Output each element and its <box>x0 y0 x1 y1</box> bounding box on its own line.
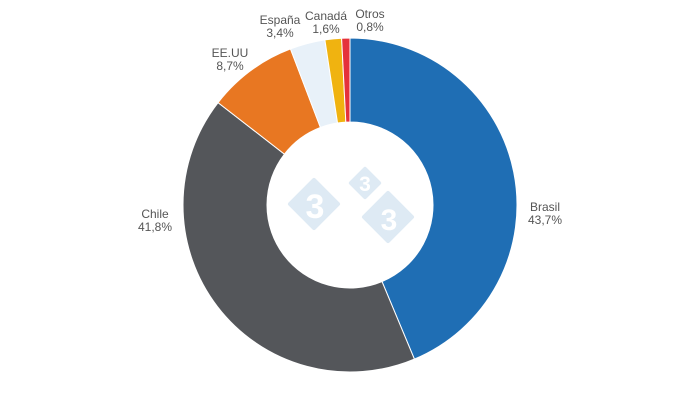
svg-text:3: 3 <box>306 188 325 226</box>
label-chile: Chile 41,8% <box>137 207 173 234</box>
label-brasil: Brasil 43,7% <box>527 200 563 227</box>
label-espana: España 3,4% <box>259 13 301 40</box>
svg-text:3: 3 <box>359 173 371 196</box>
slice-brasil <box>349 37 518 360</box>
slice-chile <box>182 101 416 373</box>
label-otros: Otros 0,8% <box>355 7 385 34</box>
label-canada: Canadá 1,6% <box>304 9 348 36</box>
watermark-logo: 3 3 3 <box>287 166 415 244</box>
slice-otros <box>341 37 351 123</box>
label-eeuu: EE.UU 8,7% <box>211 46 249 73</box>
svg-text:3: 3 <box>381 204 398 237</box>
slices <box>182 37 518 373</box>
